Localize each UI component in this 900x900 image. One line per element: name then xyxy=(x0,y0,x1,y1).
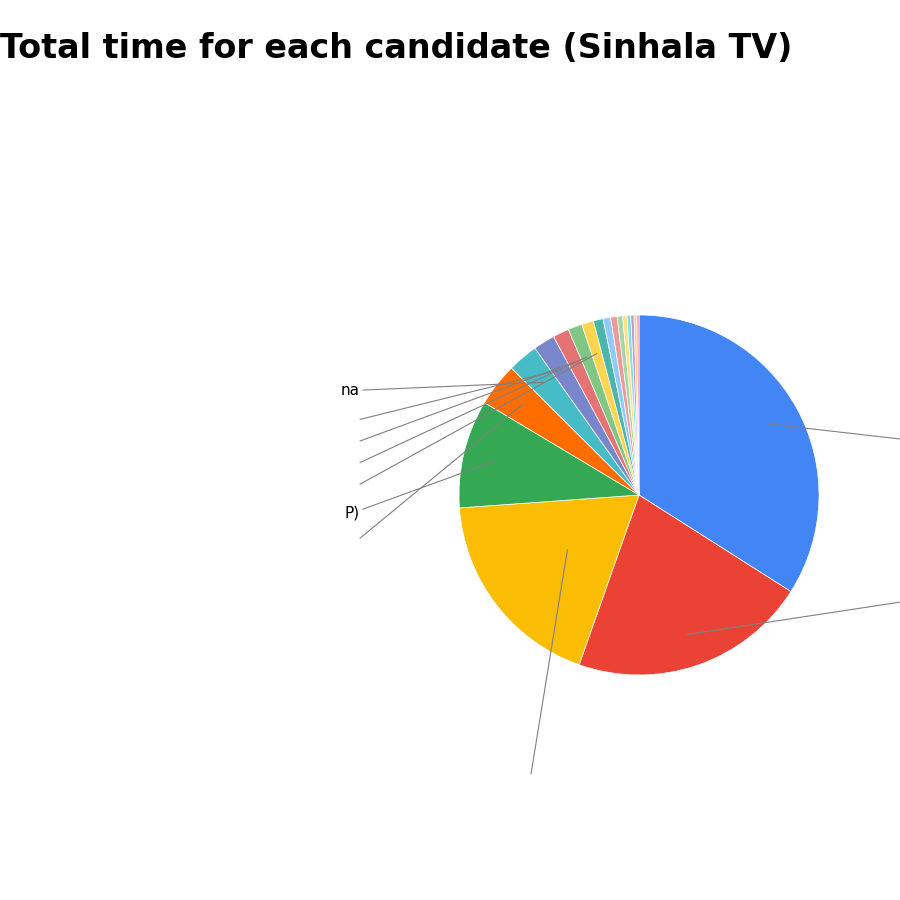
Wedge shape xyxy=(569,324,639,495)
Wedge shape xyxy=(554,329,639,495)
Wedge shape xyxy=(460,495,639,665)
Wedge shape xyxy=(634,315,639,495)
Wedge shape xyxy=(623,315,639,495)
Wedge shape xyxy=(631,315,639,495)
Text: Total time for each candidate (Sinhala TV): Total time for each candidate (Sinhala T… xyxy=(0,32,792,65)
Wedge shape xyxy=(603,318,639,495)
Text: na: na xyxy=(341,382,544,398)
Text: P): P) xyxy=(345,461,495,520)
Wedge shape xyxy=(581,321,639,495)
Wedge shape xyxy=(639,315,819,591)
Wedge shape xyxy=(511,348,639,495)
Wedge shape xyxy=(627,315,639,495)
Wedge shape xyxy=(459,402,639,508)
Wedge shape xyxy=(610,316,639,495)
Wedge shape xyxy=(593,319,639,495)
Wedge shape xyxy=(484,368,639,495)
Wedge shape xyxy=(637,315,639,495)
Wedge shape xyxy=(617,316,639,495)
Wedge shape xyxy=(535,337,639,495)
Wedge shape xyxy=(580,495,791,675)
